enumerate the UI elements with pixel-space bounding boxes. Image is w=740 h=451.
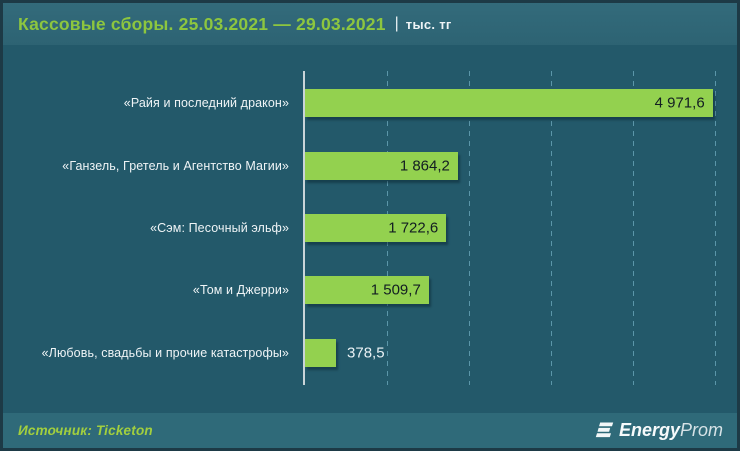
logo-text-light: Prom [679, 420, 723, 440]
logo-text: EnergyProm [619, 420, 723, 441]
bar-value-label: 1 509,7 [370, 281, 421, 299]
bar: 378,5 [305, 339, 385, 367]
energyprom-stripes-icon [595, 422, 614, 438]
bar-row: «Любовь, свадьбы и прочие катастрофы» 37… [3, 339, 737, 367]
title-separator: | [394, 15, 399, 32]
chart-footer: Источник: Ticketon EnergyProm [3, 413, 737, 448]
logo-text-bold: Energy [618, 420, 680, 440]
category-label: «Ганзель, Гретель и Агентство Магии» [62, 159, 289, 173]
bar: 1 509,7 [305, 276, 429, 304]
category-label: «Сэм: Песочный эльф» [150, 221, 289, 235]
gridline [633, 71, 634, 385]
category-label: «Любовь, свадьбы и прочие катастрофы» [41, 346, 289, 360]
bar-row: «Райя и последний дракон» 4 971,6 [3, 89, 737, 117]
bar-row: «Ганзель, Гретель и Агентство Магии» 1 8… [3, 152, 737, 180]
bar-value-label: 1 722,6 [388, 219, 439, 237]
bar: 1 864,2 [305, 152, 458, 180]
category-label: «Том и Джерри» [192, 283, 289, 297]
energyprom-logo: EnergyProm [594, 420, 723, 441]
source-label: Источник: Ticketon [18, 423, 153, 438]
gridline [551, 71, 552, 385]
chart-unit-label: тыс. тг [405, 16, 452, 32]
y-axis-line [303, 71, 305, 385]
bar: 1 722,6 [305, 214, 447, 242]
bar-row: «Сэм: Песочный эльф» 1 722,6 [3, 214, 737, 242]
category-label: «Райя и последний дракон» [123, 96, 289, 110]
bar-value-label: 378,5 [347, 344, 385, 362]
bar-chart: «Райя и последний дракон» 4 971,6 «Ганзе… [3, 45, 737, 413]
bar-value-label: 4 971,6 [654, 94, 705, 112]
gridline [715, 71, 716, 385]
bar-value-label: 1 864,2 [399, 157, 450, 175]
bar-row: «Том и Джерри» 1 509,7 [3, 276, 737, 304]
chart-header: Кассовые сборы. 25.03.2021 — 29.03.2021 … [3, 3, 737, 45]
gridline [469, 71, 470, 385]
bar: 4 971,6 [305, 89, 713, 117]
chart-title: Кассовые сборы. 25.03.2021 — 29.03.2021 [18, 13, 386, 34]
